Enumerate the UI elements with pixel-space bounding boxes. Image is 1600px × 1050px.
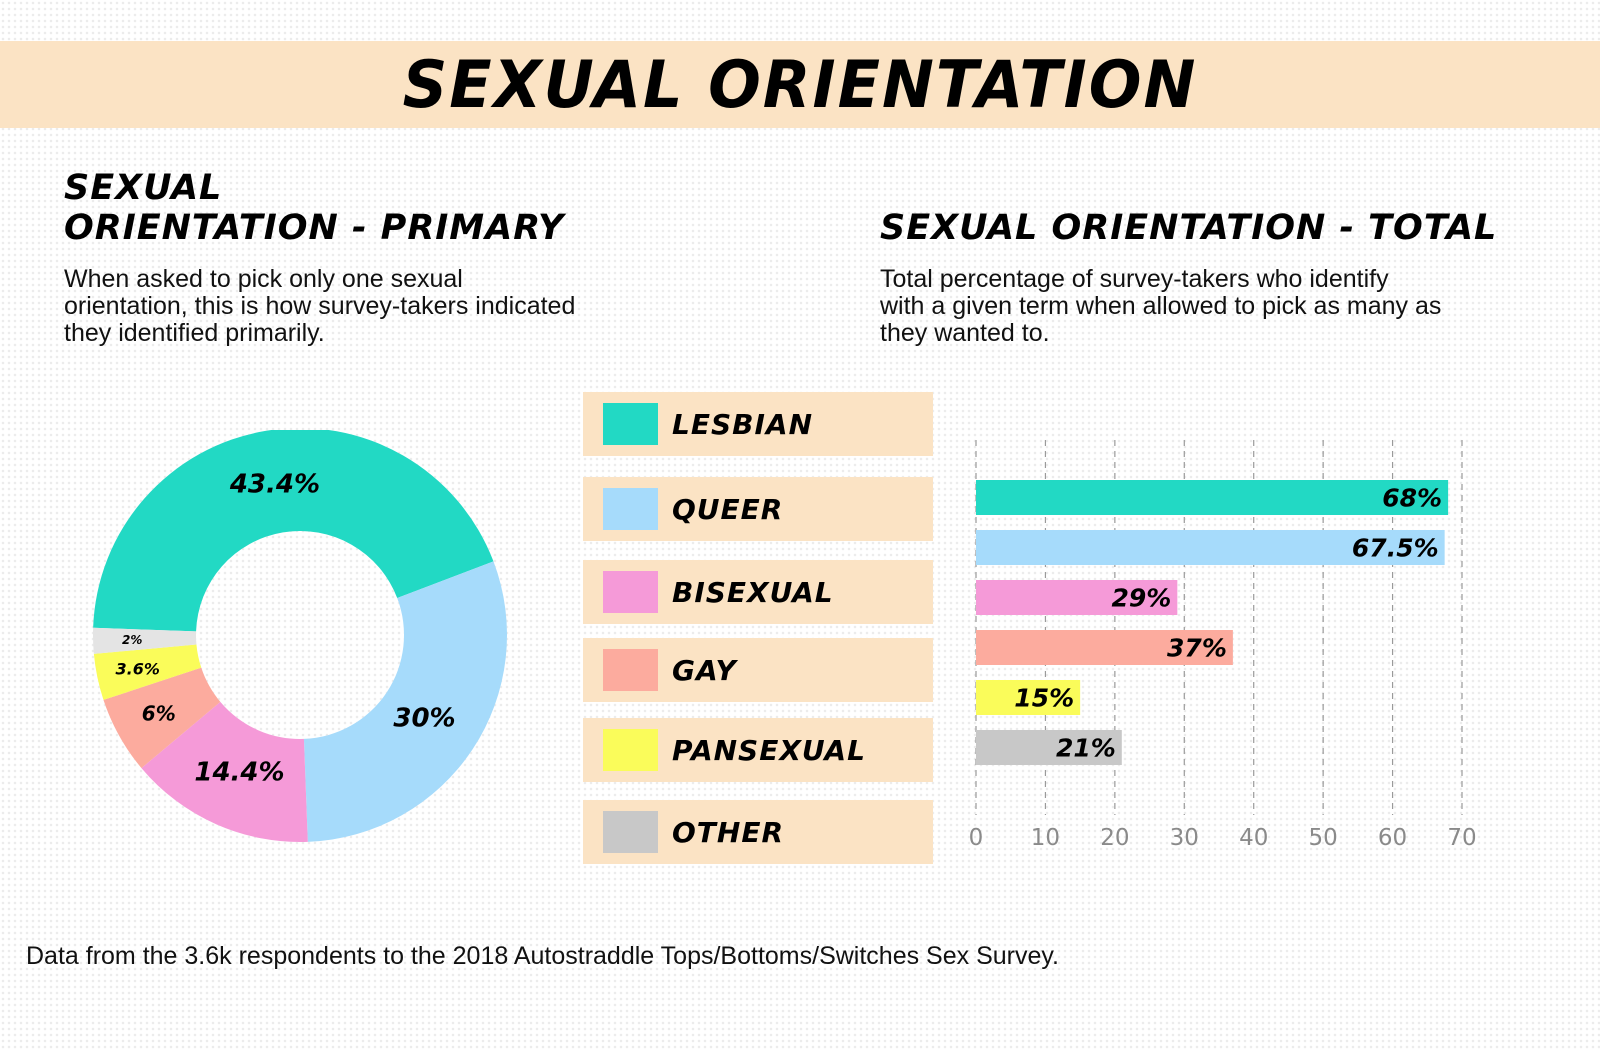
primary-heading-line-2: ORIENTATION - PRIMARY	[64, 208, 565, 248]
legend-item-other: OTHER	[583, 800, 933, 864]
bar-label-other: 21%	[1056, 734, 1116, 763]
primary-description: When asked to pick only one sexual orien…	[64, 266, 575, 347]
bar-lesbian	[976, 480, 1449, 515]
legend-item-gay: GAY	[583, 638, 933, 702]
legend-item-queer: QUEER	[583, 477, 933, 541]
bar-pansexual	[976, 680, 1081, 715]
legend-label-gay: GAY	[672, 653, 737, 687]
x-tick-label: 0	[969, 825, 984, 851]
bar-gay	[976, 630, 1233, 665]
x-tick-label: 40	[1239, 825, 1268, 851]
legend-label-queer: QUEER	[672, 492, 784, 526]
bar-label-pansexual: 15%	[1014, 684, 1074, 713]
total-desc-line: Total percentage of survey-takers who id…	[880, 265, 1389, 293]
legend-swatch-pansexual	[603, 729, 658, 771]
legend-swatch-lesbian	[603, 403, 658, 445]
bar-other	[976, 730, 1122, 765]
primary-heading: SEXUAL ORIENTATION - PRIMARY	[64, 168, 564, 248]
donut-slice-queer	[303, 561, 507, 842]
primary-desc-line: they identified primarily.	[64, 319, 325, 347]
legend-swatch-gay	[603, 649, 658, 691]
donut-slice-bisexual	[141, 701, 308, 842]
donut-label-lesbian: 43.4%	[229, 470, 320, 500]
x-tick-label: 10	[1031, 825, 1060, 851]
donut-slice-other	[93, 627, 197, 654]
x-tick-label: 20	[1100, 825, 1129, 851]
total-heading: SEXUAL ORIENTATION - TOTAL	[880, 208, 1497, 248]
primary-donut-chart: 43.4% 30% 14.4% 6% 3.6% 2%	[93, 430, 507, 842]
x-tick-label: 30	[1170, 825, 1199, 851]
bar-label-queer: 67.5%	[1352, 534, 1439, 563]
page-title: SEXUAL ORIENTATION	[402, 46, 1198, 123]
legend-item-pansexual: PANSEXUAL	[583, 718, 933, 782]
bar-label-gay: 37%	[1167, 634, 1227, 663]
donut-slice-gay	[103, 667, 221, 769]
donut-label-bisexual: 14.4%	[194, 758, 284, 788]
total-desc-line: with a given term when allowed to pick a…	[880, 292, 1442, 320]
primary-desc-line: When asked to pick only one sexual	[64, 265, 463, 293]
total-description: Total percentage of survey-takers who id…	[880, 266, 1441, 347]
bar-label-lesbian: 68%	[1382, 484, 1442, 513]
total-desc-line: they wanted to.	[880, 319, 1050, 347]
bar-bisexual	[976, 580, 1178, 615]
primary-heading-line-1: SEXUAL	[64, 168, 223, 208]
donut-label-other: 2%	[122, 633, 142, 647]
legend-swatch-queer	[603, 488, 658, 530]
legend-item-bisexual: BISEXUAL	[583, 560, 933, 624]
donut-label-gay: 6%	[142, 702, 176, 726]
legend-label-other: OTHER	[672, 815, 785, 849]
x-tick-label: 60	[1378, 825, 1407, 851]
donut-label-queer: 30%	[393, 704, 455, 734]
x-tick-label: 50	[1309, 825, 1338, 851]
legend-label-bisexual: BISEXUAL	[672, 575, 834, 609]
donut-slice-pansexual	[93, 644, 202, 700]
legend-label-lesbian: LESBIAN	[672, 407, 813, 441]
footer-note: Data from the 3.6k respondents to the 20…	[26, 942, 1059, 970]
donut-slice-lesbian	[93, 430, 494, 632]
bar-label-bisexual: 29%	[1111, 584, 1171, 613]
legend-swatch-bisexual	[603, 571, 658, 613]
donut-label-pansexual: 3.6%	[115, 659, 159, 678]
bar-queer	[976, 530, 1445, 565]
legend-label-pansexual: PANSEXUAL	[672, 733, 866, 767]
legend-swatch-other	[603, 811, 658, 853]
primary-desc-line: orientation, this is how survey-takers i…	[64, 292, 576, 320]
total-bar-chart: 0 10 20 30 40 50 60 70 68% 67.5% 29% 37% 15% 21%	[969, 440, 1477, 851]
x-tick-label: 70	[1447, 825, 1476, 851]
title-banner: SEXUAL ORIENTATION	[0, 41, 1600, 128]
total-heading-line: SEXUAL ORIENTATION - TOTAL	[880, 208, 1498, 248]
legend-item-lesbian: LESBIAN	[583, 392, 933, 456]
